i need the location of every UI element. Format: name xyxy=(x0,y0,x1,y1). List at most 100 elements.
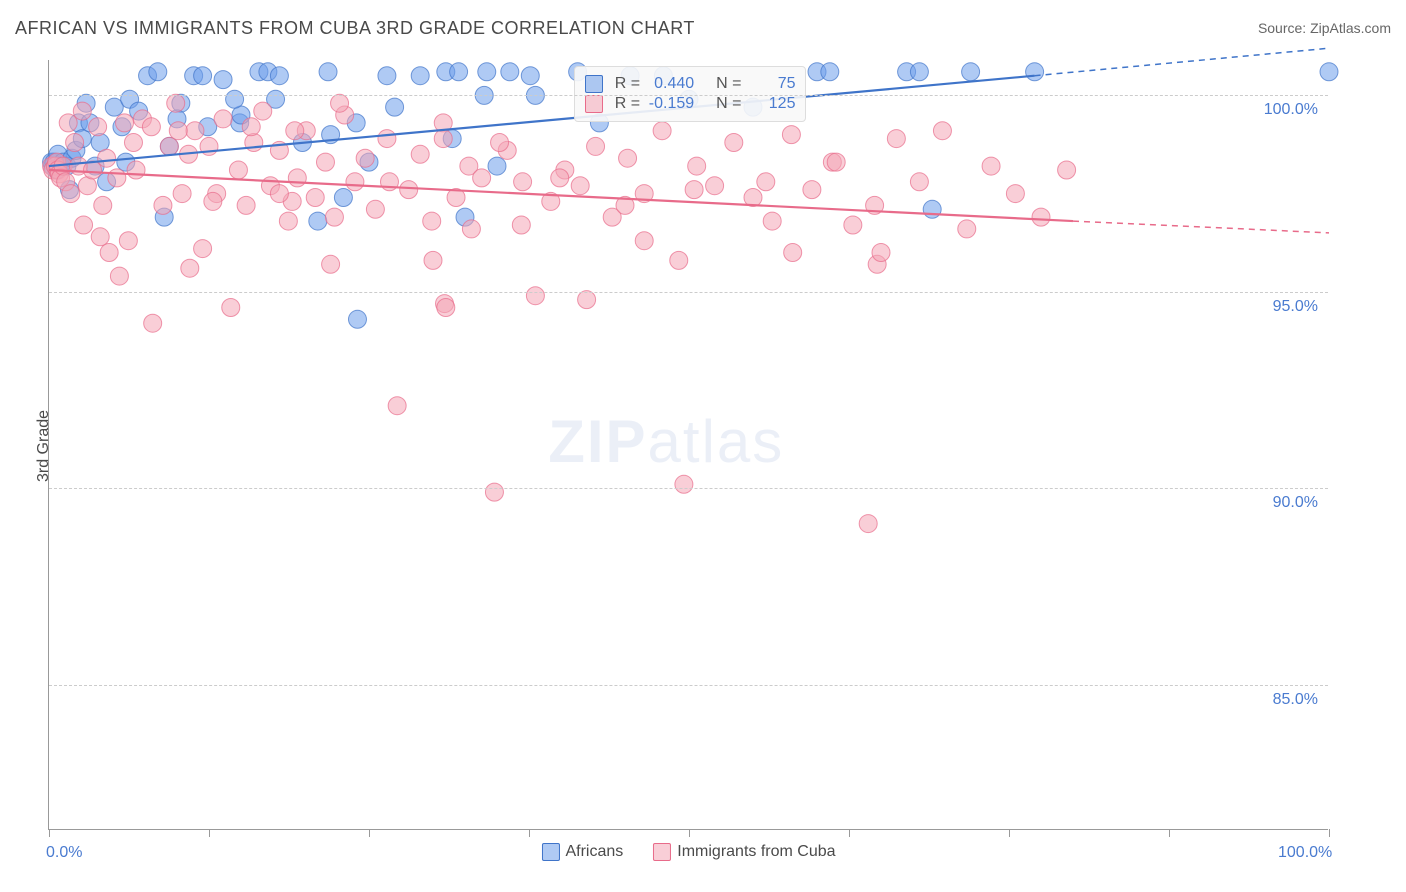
scatter-point xyxy=(108,169,126,187)
r-value: 0.440 xyxy=(646,75,694,93)
scatter-point xyxy=(119,232,137,250)
scatter-point xyxy=(334,189,352,207)
scatter-point xyxy=(388,397,406,415)
scatter-point xyxy=(400,181,418,199)
scatter-point xyxy=(124,134,142,152)
scatter-point xyxy=(167,94,185,112)
scatter-point xyxy=(346,173,364,191)
scatter-point xyxy=(821,63,839,81)
trend-line-extrap xyxy=(1035,48,1329,76)
scatter-point xyxy=(491,134,509,152)
legend-bottom: Africans Immigrants from Cuba xyxy=(541,843,835,861)
scatter-point xyxy=(173,185,191,203)
scatter-point xyxy=(116,114,134,132)
scatter-point xyxy=(254,102,272,120)
scatter-point xyxy=(186,122,204,140)
scatter-point xyxy=(887,130,905,148)
scatter-point xyxy=(423,212,441,230)
y-tick-label: 95.0% xyxy=(1273,298,1318,316)
scatter-point xyxy=(169,122,187,140)
scatter-point xyxy=(982,157,1000,175)
scatter-point xyxy=(270,67,288,85)
scatter-point xyxy=(844,216,862,234)
scatter-point xyxy=(434,130,452,148)
scatter-point xyxy=(1320,63,1338,81)
scatter-point xyxy=(154,196,172,214)
scatter-point xyxy=(450,63,468,81)
scatter-point xyxy=(526,287,544,305)
scatter-point xyxy=(59,114,77,132)
scatter-point xyxy=(757,173,775,191)
scatter-point xyxy=(958,220,976,238)
scatter-point xyxy=(222,299,240,317)
x-tick xyxy=(1009,829,1010,837)
scatter-point xyxy=(962,63,980,81)
legend-item: Africans xyxy=(541,843,623,861)
scatter-point xyxy=(378,67,396,85)
scatter-point xyxy=(910,63,928,81)
scatter-point xyxy=(378,130,396,148)
scatter-point xyxy=(1006,185,1024,203)
scatter-point xyxy=(149,63,167,81)
scatter-point xyxy=(366,200,384,218)
scatter-point xyxy=(485,483,503,501)
scatter-point xyxy=(763,212,781,230)
y-tick-label: 85.0% xyxy=(1273,691,1318,709)
scatter-point xyxy=(910,173,928,191)
scatter-point xyxy=(706,177,724,195)
scatter-point xyxy=(226,90,244,108)
scatter-point xyxy=(784,244,802,262)
trend-line-extrap xyxy=(1073,221,1329,233)
scatter-point xyxy=(242,118,260,136)
scatter-point xyxy=(66,134,84,152)
plot-svg xyxy=(49,60,1328,829)
scatter-point xyxy=(501,63,519,81)
correlation-row: R =-0.159N =125 xyxy=(585,95,796,113)
scatter-point xyxy=(670,251,688,269)
scatter-point xyxy=(319,63,337,81)
scatter-point xyxy=(214,110,232,128)
scatter-point xyxy=(782,126,800,144)
scatter-point xyxy=(386,98,404,116)
scatter-point xyxy=(521,67,539,85)
scatter-point xyxy=(411,67,429,85)
scatter-point xyxy=(286,122,304,140)
scatter-point xyxy=(306,189,324,207)
scatter-point xyxy=(316,153,334,171)
scatter-point xyxy=(424,251,442,269)
scatter-point xyxy=(194,67,212,85)
scatter-point xyxy=(923,200,941,218)
scatter-point xyxy=(214,71,232,89)
gridline-h xyxy=(49,685,1328,686)
legend-label: Immigrants from Cuba xyxy=(677,843,835,860)
scatter-point xyxy=(348,310,366,328)
r-label: R = xyxy=(615,95,640,113)
scatter-point xyxy=(571,177,589,195)
n-value: 125 xyxy=(747,95,795,113)
r-value: -0.159 xyxy=(646,95,694,113)
x-tick xyxy=(49,829,50,837)
scatter-point xyxy=(578,291,596,309)
scatter-point xyxy=(89,118,107,136)
scatter-point xyxy=(1032,208,1050,226)
scatter-point xyxy=(725,134,743,152)
n-value: 75 xyxy=(747,75,795,93)
scatter-point xyxy=(827,153,845,171)
scatter-point xyxy=(411,145,429,163)
scatter-point xyxy=(237,196,255,214)
scatter-point xyxy=(551,169,569,187)
scatter-point xyxy=(587,137,605,155)
scatter-point xyxy=(309,212,327,230)
legend-swatch xyxy=(585,95,603,113)
scatter-point xyxy=(91,228,109,246)
correlation-row: R =0.440N =75 xyxy=(585,75,796,93)
scatter-point xyxy=(270,185,288,203)
legend-label: Africans xyxy=(565,843,623,860)
scatter-point xyxy=(127,161,145,179)
plot-area: ZIPatlas R =0.440N =75R =-0.159N =125 Af… xyxy=(48,60,1328,830)
scatter-point xyxy=(635,232,653,250)
legend-swatch xyxy=(585,75,603,93)
y-tick-label: 90.0% xyxy=(1273,494,1318,512)
scatter-point xyxy=(100,244,118,262)
x-max-label: 100.0% xyxy=(1278,844,1332,862)
